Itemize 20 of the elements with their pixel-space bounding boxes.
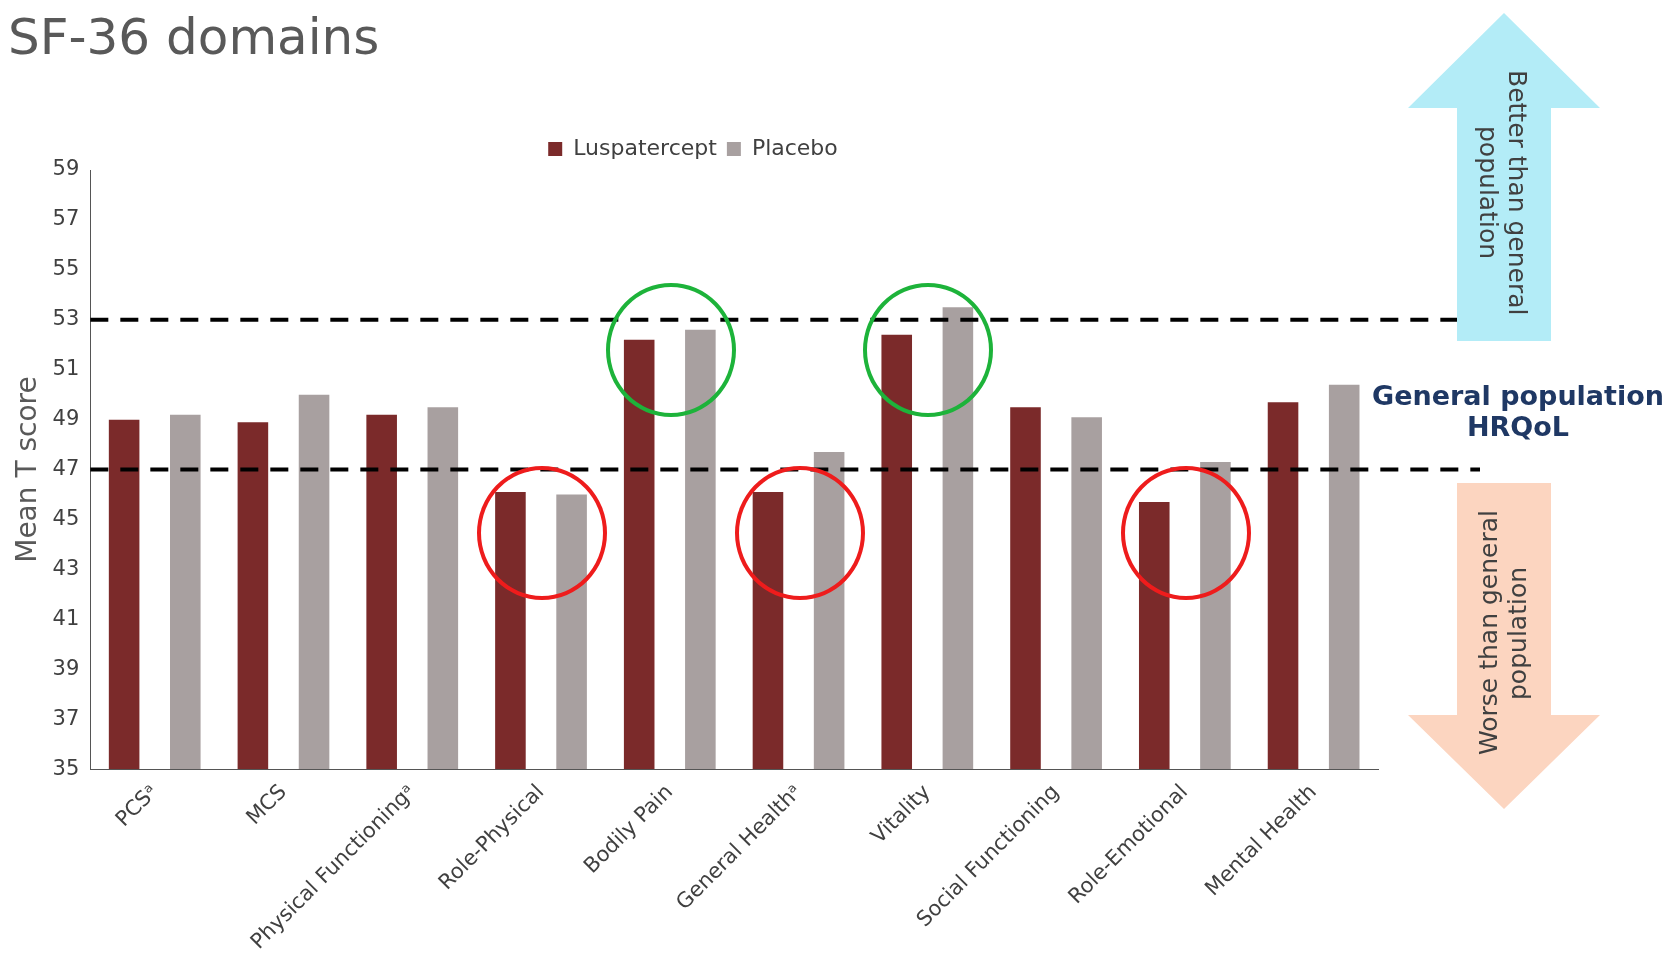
y-tick-label: 41 — [52, 605, 80, 630]
y-tick-label: 39 — [52, 655, 80, 680]
annotation: General population HRQoL — [1371, 380, 1663, 442]
y-tick-label: 55 — [52, 256, 80, 281]
y-tick-label: 53 — [52, 306, 80, 331]
chart-title: SF-36 domains — [8, 8, 380, 66]
y-tick-label: 37 — [52, 705, 80, 730]
y-tick-label: 59 — [52, 156, 80, 181]
y-tick-label: 35 — [52, 755, 80, 780]
legend-label: Placebo — [751, 134, 838, 160]
legend-label: Luspatercept — [573, 134, 718, 160]
y-tick-label: 47 — [52, 456, 80, 481]
y-tick-label: 43 — [52, 555, 80, 580]
y-tick-label: 57 — [52, 206, 80, 231]
annotation: Worse than general population — [1474, 509, 1532, 758]
y-tick-label: 45 — [52, 505, 80, 530]
y-tick-label: 51 — [52, 356, 80, 381]
y-tick-label: 49 — [52, 406, 80, 431]
annotation: Better than general population — [1474, 69, 1532, 318]
y-axis-title: Mean T score — [10, 376, 44, 563]
